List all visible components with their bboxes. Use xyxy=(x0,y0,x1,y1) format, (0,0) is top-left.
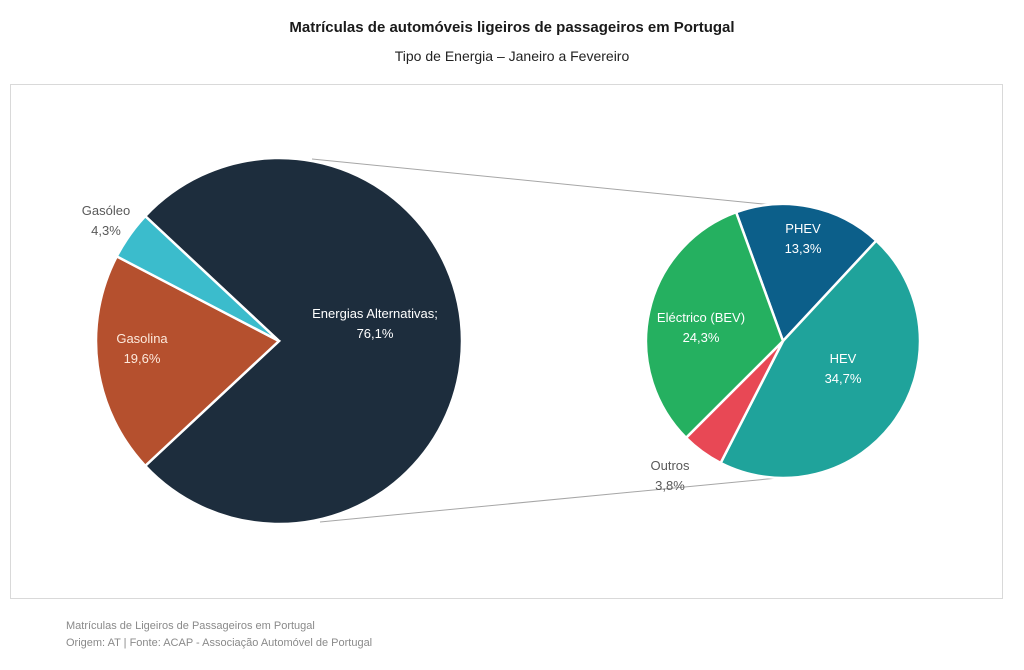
label-gasolina-value: 19,6% xyxy=(124,351,161,366)
label-energias-alternativas-category: Energias Alternativas; xyxy=(312,306,438,321)
label-gasoleo-value: 4,3% xyxy=(91,223,121,238)
label-gasolina-category: Gasolina xyxy=(116,331,168,346)
slice-electrico-bev xyxy=(644,210,785,440)
label-energias-alternativas: Energias Alternativas; 76,1% xyxy=(312,306,438,341)
label-electrico-bev: Eléctrico (BEV) 24,3% xyxy=(657,310,745,345)
label-phev-category: PHEV xyxy=(785,221,821,236)
footer-line-1: Matrículas de Ligeiros de Passageiros em… xyxy=(66,620,315,632)
footer-line-2: Origem: AT | Fonte: ACAP - Associação Au… xyxy=(66,637,373,649)
chart-footer: Matrículas de Ligeiros de Passageiros em… xyxy=(66,618,372,652)
slice-hev xyxy=(718,238,922,480)
slice-gasolina xyxy=(94,254,282,468)
connector-line-top xyxy=(311,158,774,206)
data-labels: Energias Alternativas; 76,1% Gasolina 19,6%… xyxy=(82,203,862,493)
label-hev: HEV 34,7% xyxy=(825,351,862,386)
label-gasoleo-category: Gasóleo xyxy=(82,203,130,218)
label-gasoleo: Gasóleo 4,3% xyxy=(82,203,130,238)
label-energias-alternativas-value: 76,1% xyxy=(357,326,394,341)
label-hev-value: 34,7% xyxy=(825,371,862,386)
slice-gasoleo xyxy=(115,214,280,343)
label-outros: Outros 3,8% xyxy=(650,458,690,493)
label-outros-value: 3,8% xyxy=(655,478,685,493)
label-hev-category: HEV xyxy=(830,351,857,366)
slice-energias-alternativas xyxy=(143,156,464,526)
label-electrico-bev-category: Eléctrico (BEV) xyxy=(657,310,745,325)
chart-frame xyxy=(10,84,1003,599)
label-gasolina: Gasolina 19,6% xyxy=(116,331,168,366)
chart-subtitle: Tipo de Energia – Janeiro a Fevereiro xyxy=(394,48,630,64)
secondary-pie xyxy=(644,202,922,480)
label-electrico-bev-value: 24,3% xyxy=(683,330,720,345)
main-pie xyxy=(94,156,464,526)
chart-title: Matrículas de automóveis ligeiros de pas… xyxy=(289,19,735,36)
label-phev: PHEV 13,3% xyxy=(785,221,822,256)
label-outros-category: Outros xyxy=(650,458,690,473)
connector-line-bottom xyxy=(319,477,779,523)
label-phev-value: 13,3% xyxy=(785,241,822,256)
